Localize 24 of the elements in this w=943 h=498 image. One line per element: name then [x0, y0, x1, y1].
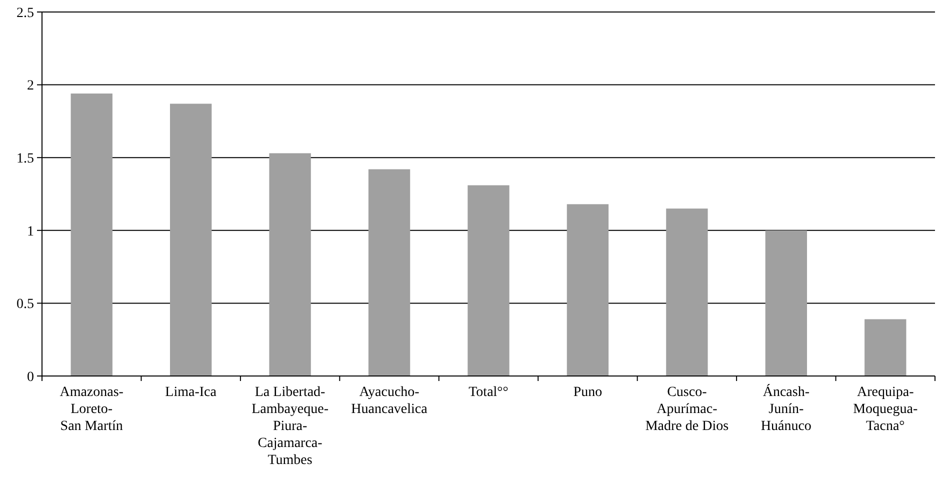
- x-tick-label: Cusco-Apurímac-Madre de Dios: [645, 385, 729, 434]
- y-tick-label: 0: [27, 370, 34, 385]
- x-tick-label: Áncash-Junín-Huánuco: [760, 383, 812, 434]
- bar: [170, 104, 212, 376]
- bar: [468, 185, 510, 376]
- x-tick-label: Arequipa-Moquegua-Tacna°: [853, 385, 918, 434]
- bar: [666, 208, 708, 376]
- y-tick-label: 0.5: [16, 297, 34, 312]
- y-tick-label: 2: [27, 78, 34, 94]
- bar: [765, 230, 808, 376]
- x-tick-label: Total°°: [468, 385, 508, 400]
- x-tick-label: Puno: [573, 385, 602, 400]
- bar: [864, 319, 906, 376]
- bar: [70, 94, 112, 376]
- y-tick-label: 1: [27, 224, 34, 240]
- y-tick-label: 2.5: [16, 6, 34, 21]
- x-tick-label: Lima-Ica: [165, 385, 218, 400]
- bar: [269, 153, 311, 376]
- bar: [566, 204, 609, 376]
- x-tick-label: Ayacucho-Huancavelica: [351, 385, 428, 417]
- bar: [368, 169, 410, 376]
- x-tick-label: Amazonas-Loreto-San Martín: [60, 385, 124, 434]
- y-tick-label: 1.5: [16, 152, 34, 166]
- x-tick-label: La Libertad-Lambayeque-Piura-Cajamarca-Tumbes: [252, 385, 329, 468]
